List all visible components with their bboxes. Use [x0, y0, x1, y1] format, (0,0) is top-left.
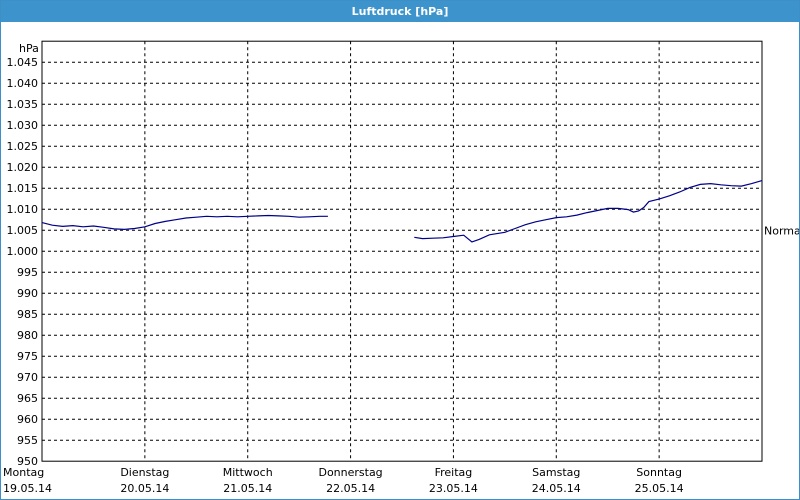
y-tick-label: 950 — [17, 455, 38, 468]
x-tick-date: 24.05.14 — [532, 482, 581, 495]
y-tick-label: 970 — [17, 371, 38, 384]
y-tick-label: 980 — [17, 329, 38, 342]
x-tick-date: 19.05.14 — [3, 482, 52, 495]
y-tick-label: 1.015 — [7, 182, 39, 195]
x-tick-day: Samstag — [532, 466, 580, 479]
y-axis: 950 955 960 965 970 975 980 985 990 995 1.000 1.005… — [7, 56, 39, 468]
pressure-series-line — [414, 180, 763, 243]
y-tick-label: 1.005 — [7, 224, 39, 237]
y-tick-label: 955 — [17, 434, 38, 447]
y-tick-label: 965 — [17, 392, 38, 405]
window-title: Luftdruck [hPa] — [1, 1, 799, 22]
x-tick-day: Freitag — [435, 466, 473, 479]
y-tick-label: 990 — [17, 287, 38, 300]
x-tick-day: Dienstag — [120, 466, 169, 479]
series-lines — [41, 180, 763, 243]
x-tick-day: Sonntag — [636, 466, 682, 479]
grid-lines — [42, 41, 762, 462]
x-tick-day: Mittwoch — [223, 466, 273, 479]
x-tick-date: 21.05.14 — [223, 482, 272, 495]
x-tick-day: Donnerstag — [318, 466, 382, 479]
x-tick-day: Montag — [3, 466, 44, 479]
y-tick-label: 975 — [17, 350, 38, 363]
pressure-chart: 950 955 960 965 970 975 980 985 990 995 1.000 1.005… — [3, 40, 799, 495]
y-tick-label: 985 — [17, 308, 38, 321]
x-tick-date: 25.05.14 — [635, 482, 684, 495]
y-tick-label: 1.030 — [7, 119, 39, 132]
y-tick-label: 1.020 — [7, 161, 39, 174]
normal-reference-label: Normal — [764, 225, 799, 238]
y-tick-label: 1.045 — [7, 56, 39, 69]
pressure-series-line — [41, 214, 328, 231]
y-tick-label: 1.010 — [7, 203, 39, 216]
x-tick-date: 20.05.14 — [120, 482, 169, 495]
x-tick-date: 22.05.14 — [326, 482, 375, 495]
y-tick-label: 1.025 — [7, 140, 39, 153]
y-tick-label: 1.035 — [7, 98, 39, 111]
y-tick-label: 1.000 — [7, 245, 39, 258]
y-axis-unit: hPa — [19, 42, 39, 55]
x-tick-date: 23.05.14 — [429, 482, 478, 495]
y-tick-label: 960 — [17, 413, 38, 426]
x-axis: Montag 19.05.14 Dienstag 20.05.14 Mittwoch 21… — [3, 466, 684, 495]
y-tick-label: 1.040 — [7, 77, 39, 90]
y-tick-label: 995 — [17, 266, 38, 279]
